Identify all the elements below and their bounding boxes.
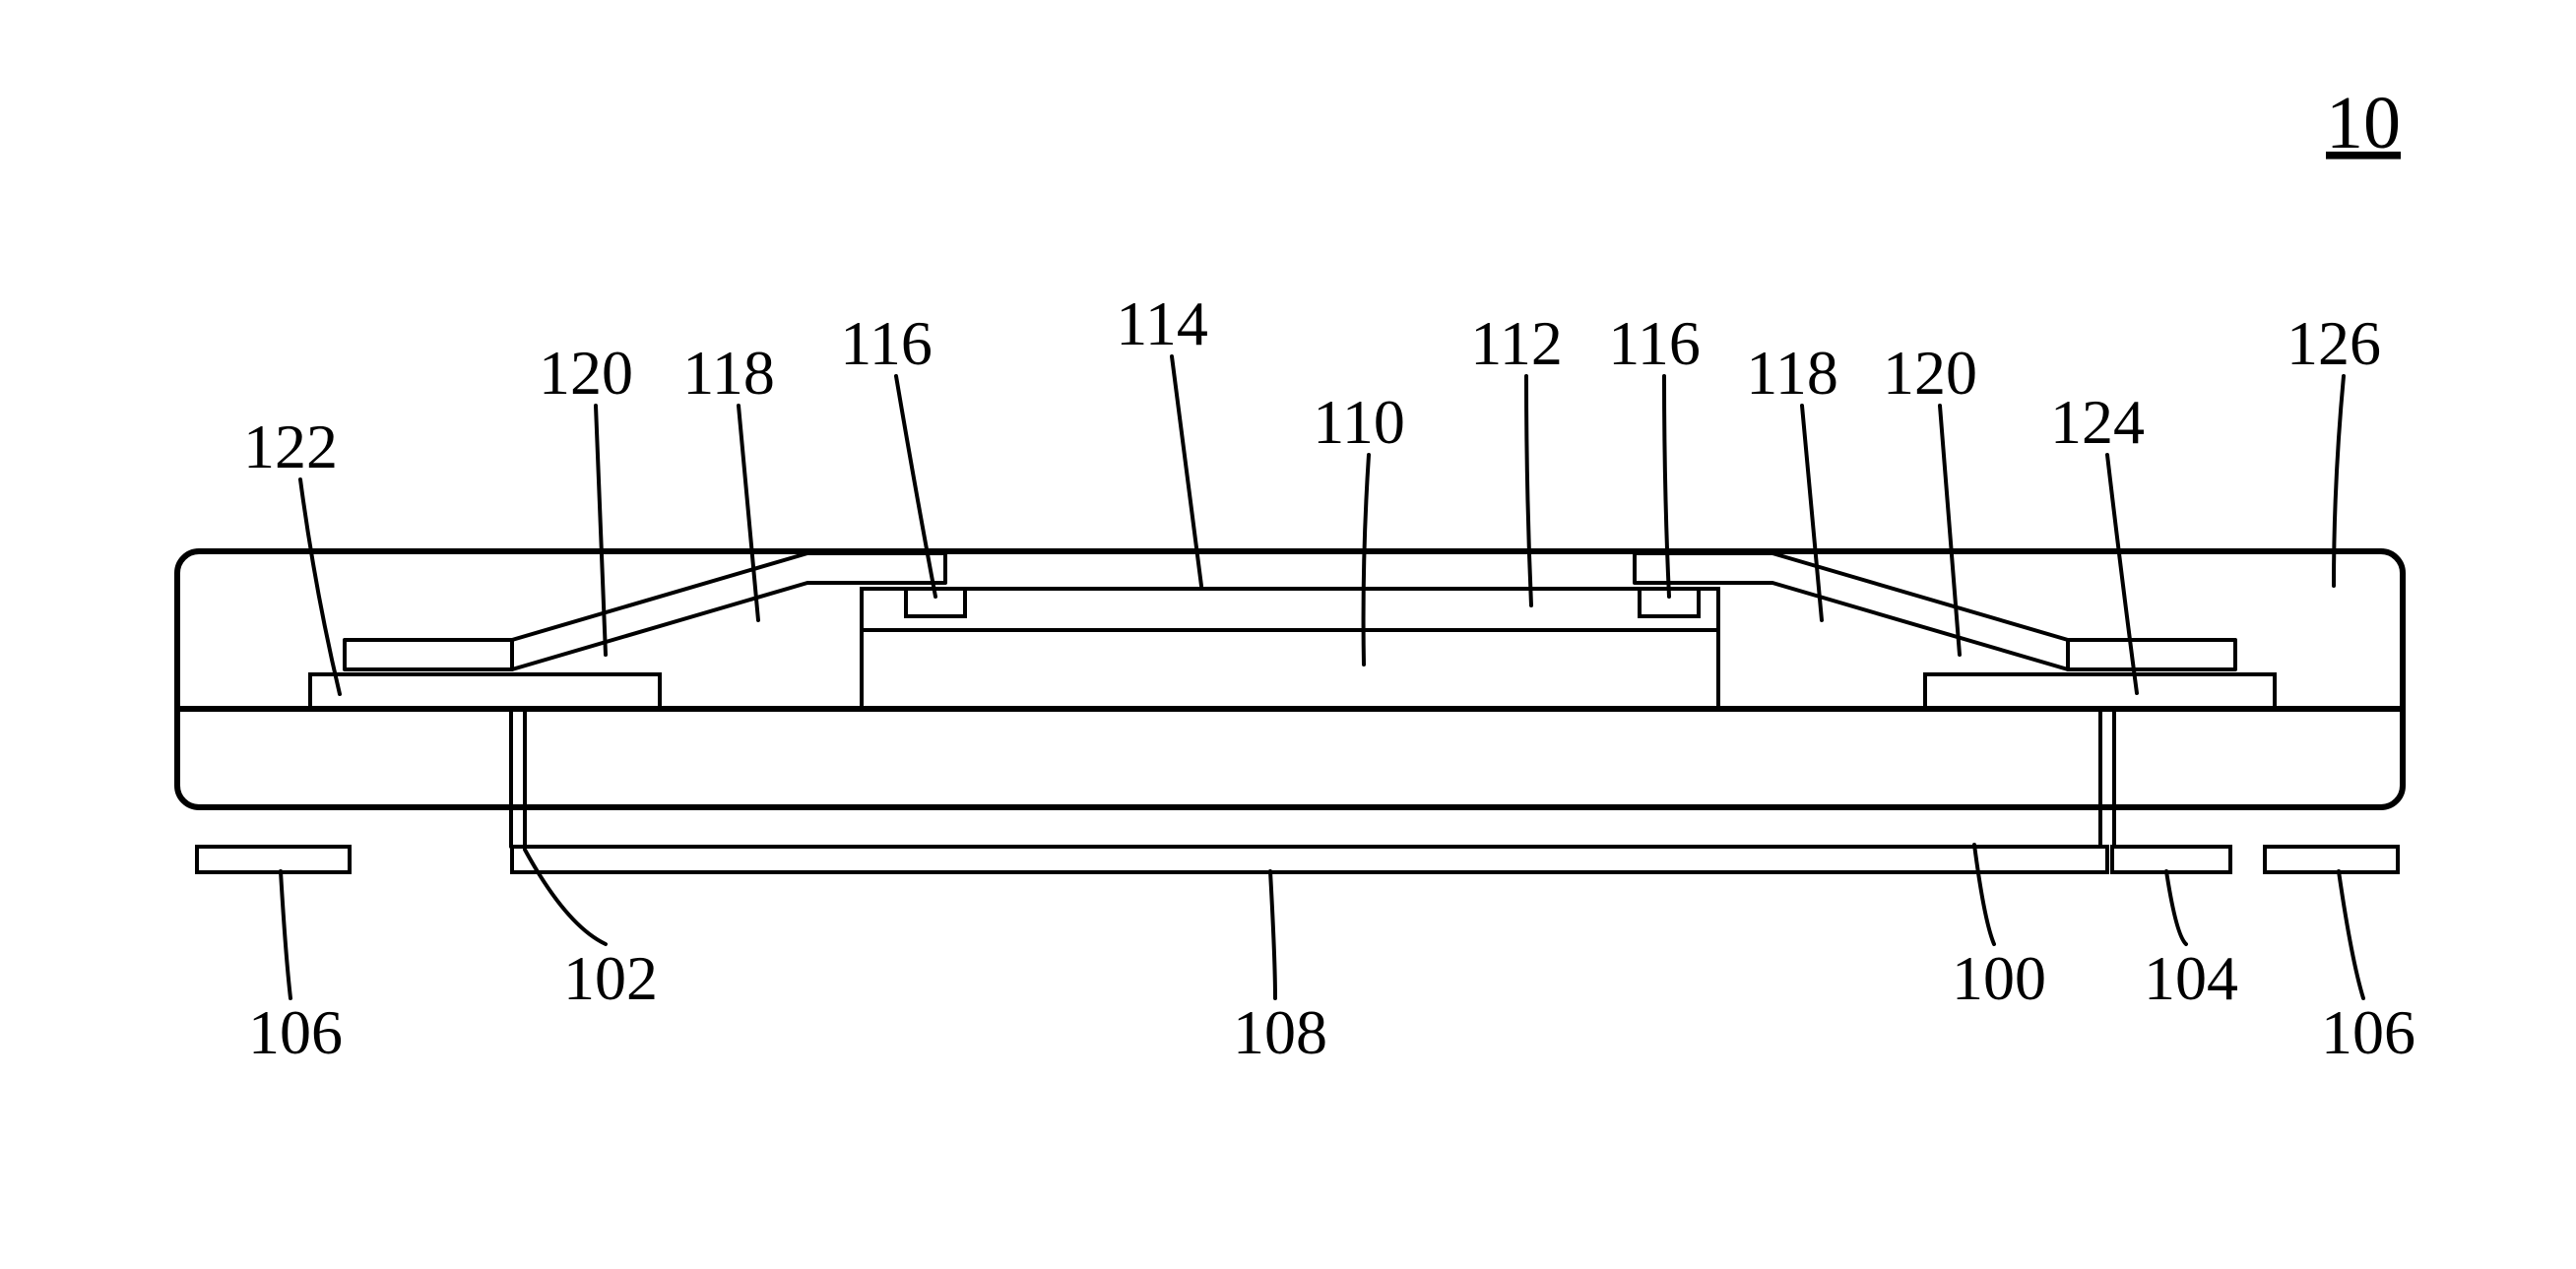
bottom-pad-106-left [197, 847, 350, 872]
label-116-top-3: 116 [840, 308, 933, 378]
leader-100-bot-3 [1974, 845, 1994, 944]
leader-112-top-6 [1526, 376, 1531, 605]
label-118-top-2: 118 [682, 338, 775, 408]
leader-122-top-0 [300, 479, 340, 694]
leader-116-top-7 [1664, 376, 1669, 597]
leader-118-top-8 [1802, 406, 1822, 620]
leader-108-bot-2 [1270, 871, 1275, 998]
leader-106-bot-0 [281, 871, 290, 998]
bottom-metal-108 [512, 847, 2107, 872]
leader-110-top-5 [1364, 455, 1369, 665]
label-116-top-7: 116 [1608, 308, 1701, 378]
figure-id-label: 10 [2326, 82, 2401, 164]
label-120-top-9: 120 [1883, 338, 1977, 408]
leader-124-top-10 [2107, 455, 2137, 693]
patent-figure: 10 122 120 118 116 114 110 112 116 118 120 124 126 10… [0, 0, 2576, 1269]
die-110-112 [862, 630, 1718, 709]
lead-frame-124-right [1925, 674, 2275, 709]
leader-102-bot-1 [525, 850, 606, 944]
bottom-pad-104-right [2112, 847, 2230, 872]
clip-foot-left [345, 640, 512, 669]
label-120-top-1: 120 [539, 338, 633, 408]
leader-126-top-11 [2334, 376, 2344, 586]
label-102-bot-1: 102 [563, 943, 658, 1013]
label-110-top-5: 110 [1313, 387, 1405, 457]
die-top-metal-114 [862, 589, 1718, 630]
leader-106-bot-5 [2339, 871, 2363, 998]
label-104-bot-4: 104 [2144, 943, 2238, 1013]
label-118-top-8: 118 [1746, 338, 1838, 408]
label-122-top-0: 122 [243, 412, 338, 481]
leader-116-top-3 [896, 376, 935, 597]
clip-left [512, 553, 945, 669]
label-106-bot-0: 106 [248, 997, 343, 1067]
bottom-pad-106-right [2265, 847, 2398, 872]
label-108-bot-2: 108 [1233, 997, 1327, 1067]
label-114-top-4: 114 [1116, 288, 1208, 358]
clip-foot-right [2068, 640, 2235, 669]
lead-frame-122-left [310, 674, 660, 709]
leader-104-bot-4 [2166, 871, 2186, 944]
label-106-bot-5: 106 [2321, 997, 2415, 1067]
label-124-top-10: 124 [2050, 387, 2145, 457]
leader-118-top-2 [739, 406, 758, 620]
label-100-bot-3: 100 [1952, 943, 2046, 1013]
label-126-top-11: 126 [2286, 308, 2381, 378]
leader-120-top-1 [596, 406, 606, 655]
label-112-top-6: 112 [1470, 308, 1563, 378]
leader-120-top-9 [1940, 406, 1960, 655]
